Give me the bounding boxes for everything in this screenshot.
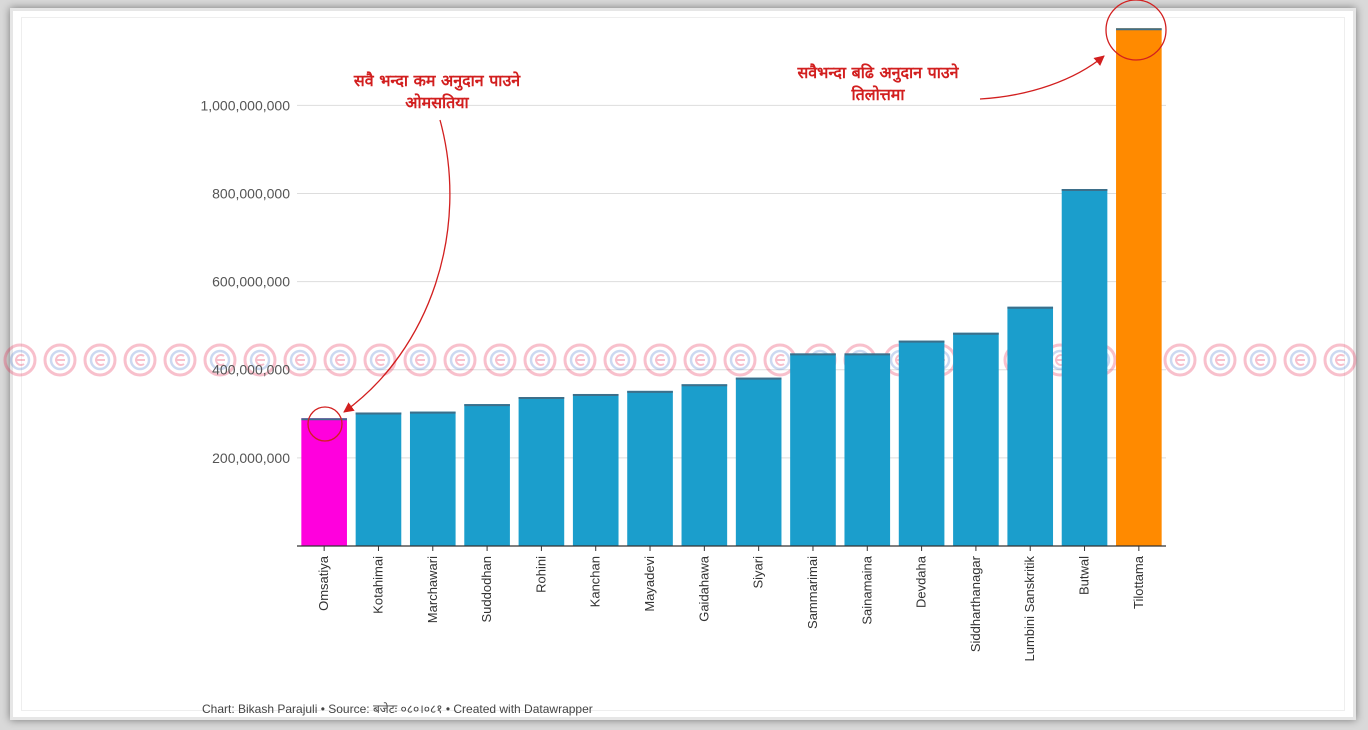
- chart-footer: Chart: Bikash Parajuli • Source: बजेटः ०…: [202, 702, 593, 716]
- x-tick-label: Kanchan: [588, 556, 603, 607]
- annotation-lowest-line2: ओमसतिया: [405, 93, 469, 112]
- watermark-logo-icon: [403, 343, 437, 377]
- y-tick-label: 1,000,000,000: [200, 97, 290, 113]
- watermark-logo-icon: [283, 343, 317, 377]
- watermark-logo-icon: [763, 343, 797, 377]
- bar-devdaha: [898, 340, 945, 546]
- bar-marchawari: [409, 411, 456, 546]
- bar-omsatiya: [301, 418, 347, 546]
- y-tick-label: 400,000,000: [212, 362, 290, 378]
- watermark-logo-icon: [523, 343, 557, 377]
- watermark-logo-icon: [323, 343, 357, 377]
- watermark-logo-icon: [723, 343, 757, 377]
- watermark-logo-icon: [1243, 343, 1277, 377]
- annotation-highest-arrow: [979, 55, 1105, 100]
- watermark-logo-icon: [483, 343, 517, 377]
- watermark-logo-icon: [1203, 343, 1237, 377]
- y-tick-label: 200,000,000: [212, 450, 290, 466]
- watermark-logo-icon: [363, 343, 397, 377]
- watermark-logo-icon: [683, 343, 717, 377]
- x-tick-label: Sainamaina: [859, 555, 874, 624]
- bar-butwal: [1061, 189, 1108, 546]
- watermark-logo-icon: [243, 343, 277, 377]
- x-tick-label: Siyari: [751, 556, 766, 589]
- annotation-lowest-arrow: [343, 119, 451, 413]
- x-axis-labels: Omsatiya Kotahimai Marchawari Suddodhan Rohi…: [316, 546, 1146, 662]
- x-tick-label: Butwal: [1077, 556, 1092, 595]
- watermark-logo-icon: [203, 343, 237, 377]
- x-tick-label: Lumbini Sanskritik: [1022, 556, 1037, 662]
- x-tick-label: Siddharthanagar: [968, 555, 983, 652]
- x-tick-label: Rohini: [533, 556, 548, 593]
- x-tick-label: Gaidahawa: [696, 555, 711, 622]
- watermark-logo-icon: [1323, 343, 1357, 377]
- annotation-lowest-line1: सवै भन्दा कम अनुदान पाउने: [353, 71, 521, 91]
- bar-sammarimai: [790, 353, 836, 546]
- x-tick-label: Marchawari: [425, 556, 440, 623]
- watermark-logo-icon: [3, 343, 37, 377]
- x-tick-label: Devdaha: [914, 555, 929, 608]
- y-tick-label: 600,000,000: [212, 274, 290, 290]
- bar-tilottama: [1116, 28, 1162, 547]
- x-tick-label: Tilottama: [1131, 555, 1146, 609]
- bar-gaidahawa: [681, 384, 728, 546]
- watermark-logo-icon: [1163, 343, 1197, 377]
- y-axis-ticks: 200,000,000 400,000,000 600,000,000 800,000…: [200, 97, 290, 466]
- watermark-logo-icon: [1283, 343, 1317, 377]
- bar-lumbini-sanskritik: [1007, 306, 1054, 546]
- bar-kotahimai: [355, 412, 402, 546]
- bar-siyari: [735, 377, 782, 546]
- watermark-logo-icon: [643, 343, 677, 377]
- watermark-logo-icon: [83, 343, 117, 377]
- x-tick-label: Sammarimai: [805, 556, 820, 629]
- bar-siddharthanagar: [953, 332, 999, 546]
- annotation-highest-line1: सवैभन्दा बढि अनुदान पाउने: [796, 63, 959, 83]
- x-tick-label: Kotahimai: [370, 556, 385, 614]
- watermark-logo-icon: [603, 343, 637, 377]
- bar-mayadevi: [627, 390, 673, 546]
- bar-rohini: [518, 397, 565, 546]
- x-tick-label: Omsatiya: [316, 555, 331, 611]
- bar-kanchan: [572, 393, 619, 546]
- watermark-logo-icon: [123, 343, 157, 377]
- watermark-logo-icon: [163, 343, 197, 377]
- bar-suddodhan: [464, 404, 510, 546]
- watermark-logo-icon: [443, 343, 477, 377]
- bar-sainamaina: [844, 353, 891, 546]
- watermark-logo-icon: [563, 343, 597, 377]
- annotation-lowest-circle: [307, 406, 343, 442]
- watermark-logo-icon: [43, 343, 77, 377]
- x-tick-label: Mayadevi: [642, 556, 657, 612]
- annotation-highest-line2: तिलोत्तमा: [850, 85, 905, 104]
- y-tick-label: 800,000,000: [212, 185, 290, 201]
- x-tick-label: Suddodhan: [479, 556, 494, 623]
- annotation-highest-circle: [1105, 0, 1167, 61]
- chart-inner-border: [21, 17, 1345, 711]
- bars: [301, 28, 1162, 547]
